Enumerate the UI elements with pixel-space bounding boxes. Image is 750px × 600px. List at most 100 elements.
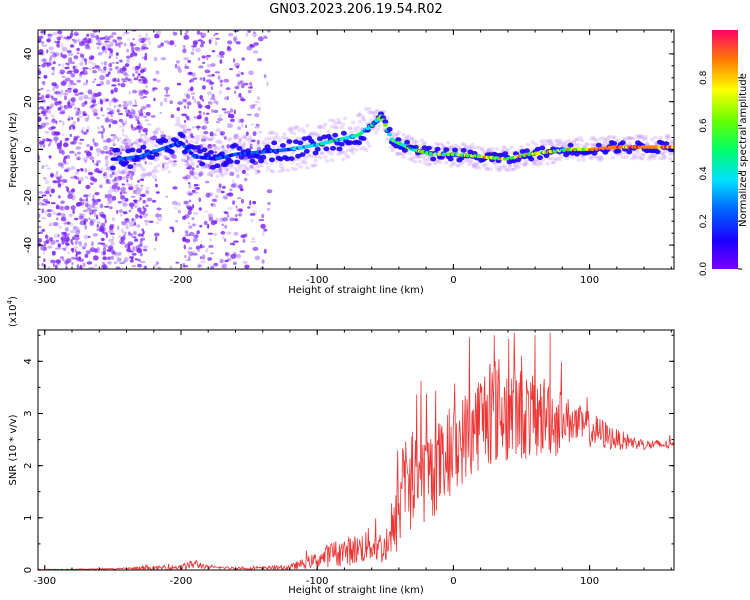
heatmap-ridge-cell xyxy=(447,156,454,162)
heatmap-halo-cell xyxy=(221,148,227,152)
heatmap-noise-cell xyxy=(76,52,80,55)
heatmap-halo-cell xyxy=(207,172,212,176)
heatmap-noise-cell xyxy=(102,173,106,176)
heatmap-noise-cell xyxy=(49,222,53,226)
heatmap-ridge-cell xyxy=(443,147,450,153)
heatmap-noise-cell xyxy=(70,101,75,107)
heatmap-ridge-cell xyxy=(314,146,321,152)
heatmap-halo-cell xyxy=(597,137,603,141)
heatmap-noise-cell xyxy=(94,263,98,268)
heatmap-noise-cell xyxy=(199,224,203,228)
heatmap-halo-cell xyxy=(460,142,465,146)
heatmap-noise-cell xyxy=(123,257,129,263)
heatmap-ridge-cell xyxy=(231,142,238,148)
heatmap-halo-cell xyxy=(576,142,581,147)
heatmap-noise-cell xyxy=(227,40,233,45)
heatmap-noise-cell xyxy=(102,98,107,103)
heatmap-halo-cell xyxy=(215,169,220,173)
heatmap-noise-cell xyxy=(41,107,45,111)
heatmap-noise-cell xyxy=(120,236,123,241)
heatmap-noise-cell xyxy=(192,48,195,51)
heatmap-noise-cell xyxy=(91,241,94,247)
heatmap-noise-cell xyxy=(95,42,102,46)
heatmap-halo-cell xyxy=(248,140,253,145)
heatmap-halo-cell xyxy=(226,149,232,153)
heatmap-halo-cell xyxy=(293,167,299,172)
heatmap-halo-cell xyxy=(516,165,521,170)
heatmap-noise-cell xyxy=(83,218,88,223)
heatmap-noise-cell xyxy=(122,202,128,207)
heatmap-noise-cell xyxy=(131,114,137,119)
heatmap-halo-cell xyxy=(395,151,400,156)
heatmap-noise-cell xyxy=(41,81,45,84)
heatmap-halo-cell xyxy=(367,144,372,148)
heatmap-noise-cell xyxy=(245,32,249,37)
heatmap-noise-cell xyxy=(63,36,69,40)
heatmap-halo-cell xyxy=(122,176,127,180)
heatmap-noise-cell xyxy=(91,198,95,202)
heatmap-noise-cell xyxy=(227,206,233,210)
heatmap-ridge-cell xyxy=(452,147,458,153)
heatmap-halo-cell xyxy=(329,158,335,162)
heatmap-noise-cell xyxy=(190,86,194,92)
heatmap-noise-cell xyxy=(117,70,122,74)
heatmap-noise-cell xyxy=(188,247,192,250)
heatmap-halo-cell xyxy=(638,133,643,138)
heatmap-halo-cell xyxy=(560,141,565,146)
heatmap-noise-cell xyxy=(128,221,133,225)
heatmap-noise-cell xyxy=(57,183,62,188)
heatmap-halo-cell xyxy=(315,133,320,138)
heatmap-noise-cell xyxy=(109,173,113,178)
heatmap-noise-cell xyxy=(241,169,246,174)
heatmap-halo-cell xyxy=(658,135,663,140)
heatmap-noise-cell xyxy=(70,165,76,170)
heatmap-halo-cell xyxy=(295,136,300,141)
heatmap-noise-cell xyxy=(70,176,74,179)
heatmap-noise-cell xyxy=(247,206,251,209)
heatmap-noise-cell xyxy=(113,261,118,265)
heatmap-noise-cell xyxy=(96,151,100,157)
heatmap-halo-cell xyxy=(411,155,416,159)
heatmap-noise-cell xyxy=(131,46,135,52)
heatmap-halo-cell xyxy=(153,143,158,147)
heatmap-halo-cell xyxy=(305,166,310,170)
heatmap-noise-cell xyxy=(224,211,229,214)
heatmap-noise-cell xyxy=(59,256,64,260)
heatmap-halo-cell xyxy=(266,141,271,145)
heatmap-noise-cell xyxy=(198,110,202,114)
heatmap-noise-cell xyxy=(44,210,47,214)
heatmap-noise-cell xyxy=(136,224,141,228)
heatmap-noise-cell xyxy=(98,41,103,47)
heatmap-noise-cell xyxy=(92,80,95,84)
heatmap-halo-cell xyxy=(663,155,668,159)
heatmap-noise-cell xyxy=(100,125,104,129)
heatmap-halo-cell xyxy=(218,169,223,174)
heatmap-ridge-cell xyxy=(460,147,467,153)
heatmap-halo-cell xyxy=(584,143,589,147)
heatmap-noise-cell xyxy=(252,32,257,38)
heatmap-noise-cell xyxy=(109,147,114,150)
heatmap-noise-cell xyxy=(40,87,44,91)
heatmap-noise-cell xyxy=(137,140,144,143)
heatmap-halo-cell xyxy=(216,139,222,143)
heatmap-noise-cell xyxy=(57,243,62,248)
heatmap-noise-cell xyxy=(119,191,123,196)
heatmap-noise-cell xyxy=(92,30,99,33)
heatmap-halo-cell xyxy=(318,124,323,128)
heatmap-noise-cell xyxy=(245,133,248,137)
heatmap-noise-cell xyxy=(40,30,46,34)
heatmap-noise-cell xyxy=(85,197,89,202)
x-tick-label: 100 xyxy=(580,576,599,587)
heatmap-noise-cell xyxy=(119,59,123,63)
heatmap-noise-cell xyxy=(89,182,94,185)
heatmap-noise-cell xyxy=(63,92,69,96)
heatmap-halo-cell xyxy=(591,154,596,159)
heatmap-noise-cell xyxy=(64,205,70,211)
heatmap-noise-cell xyxy=(72,65,77,69)
heatmap-noise-cell xyxy=(263,36,268,39)
heatmap-noise-cell xyxy=(236,197,242,200)
heatmap-halo-cell xyxy=(476,145,482,150)
heatmap-ridge-cell xyxy=(236,146,243,151)
